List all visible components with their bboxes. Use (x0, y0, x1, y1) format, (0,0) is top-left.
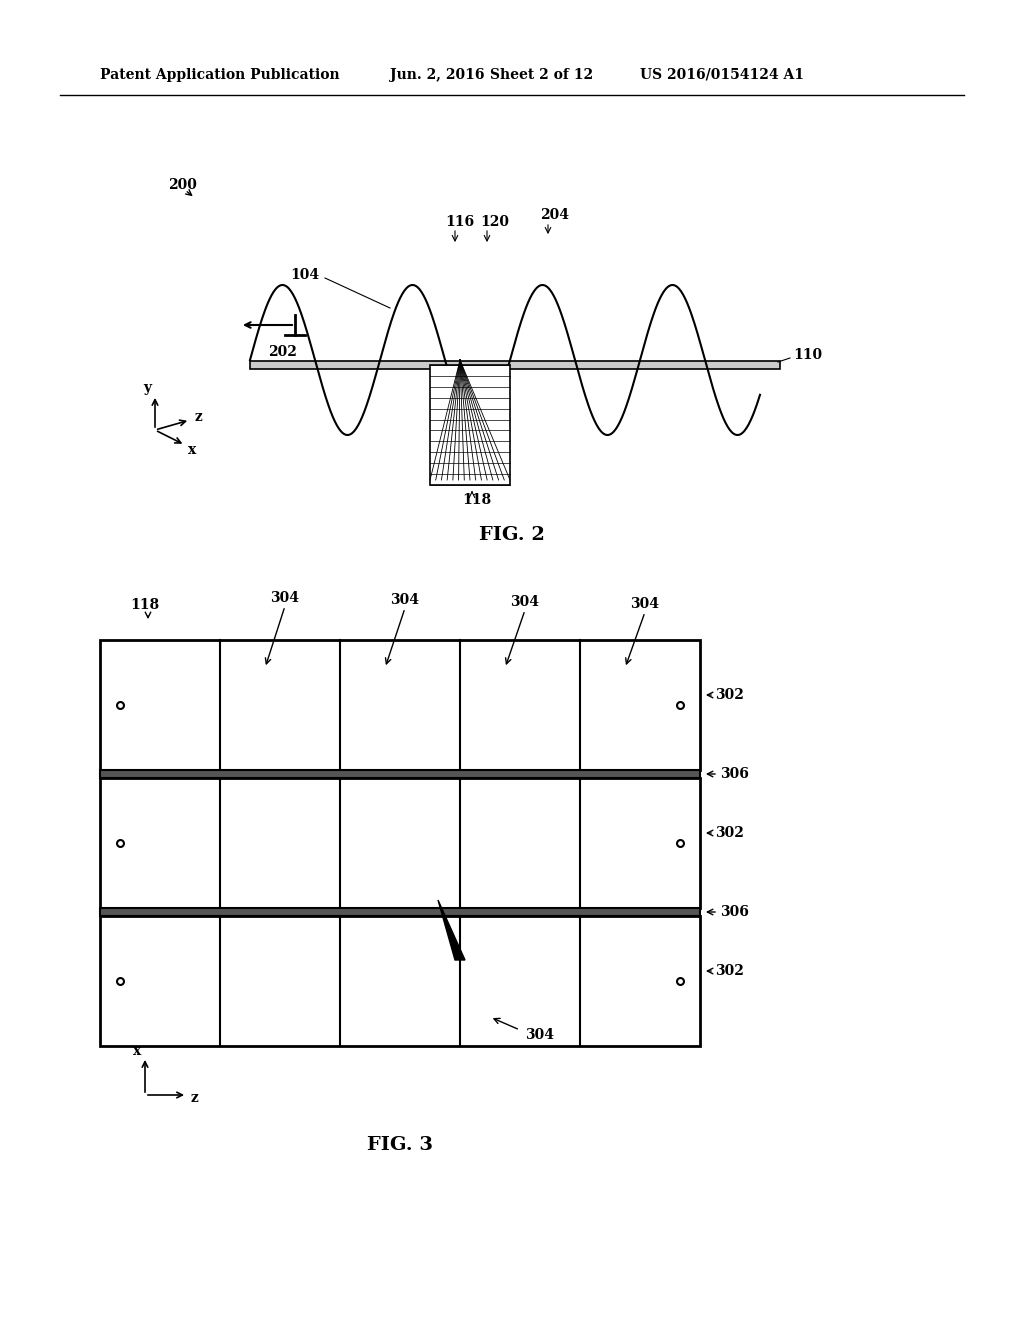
Text: z: z (195, 411, 203, 424)
Bar (100, 908, 700, 916)
Text: 304: 304 (630, 597, 659, 611)
Text: 118: 118 (462, 492, 492, 507)
Text: Patent Application Publication: Patent Application Publication (100, 69, 340, 82)
Text: x: x (133, 1044, 141, 1059)
Text: 204: 204 (540, 209, 569, 222)
Text: US 2016/0154124 A1: US 2016/0154124 A1 (640, 69, 804, 82)
Bar (100, 916, 700, 1045)
Text: x: x (188, 444, 197, 457)
Text: 304: 304 (510, 595, 539, 609)
Text: z: z (191, 1092, 199, 1105)
Bar (430, 366, 510, 484)
Bar (100, 640, 700, 770)
Text: 306: 306 (720, 906, 749, 919)
Polygon shape (438, 900, 465, 960)
Text: FIG. 3: FIG. 3 (367, 1137, 433, 1154)
Text: 110: 110 (793, 348, 822, 362)
Text: Sheet 2 of 12: Sheet 2 of 12 (490, 69, 593, 82)
Bar (100, 770, 700, 777)
Text: 304: 304 (270, 591, 299, 605)
Text: 200: 200 (168, 178, 197, 191)
Text: 302: 302 (715, 826, 743, 840)
Text: 304: 304 (525, 1028, 554, 1041)
Bar (100, 777, 700, 908)
Text: 302: 302 (715, 688, 743, 702)
Text: 116: 116 (445, 215, 474, 228)
Text: y: y (143, 381, 152, 395)
Text: Jun. 2, 2016: Jun. 2, 2016 (390, 69, 484, 82)
Text: FIG. 2: FIG. 2 (479, 525, 545, 544)
Text: 104: 104 (290, 268, 319, 282)
Text: 304: 304 (390, 593, 419, 607)
Text: 120: 120 (480, 215, 509, 228)
Bar (250, 360, 780, 370)
Text: 306: 306 (720, 767, 749, 781)
Text: 302: 302 (715, 964, 743, 978)
Text: 202: 202 (268, 345, 297, 359)
Text: 118: 118 (130, 598, 159, 612)
